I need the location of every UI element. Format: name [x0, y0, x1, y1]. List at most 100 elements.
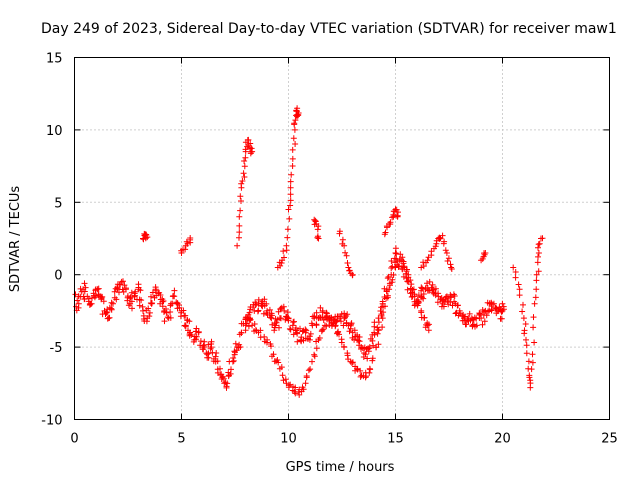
data-point — [255, 307, 262, 314]
data-point — [478, 315, 485, 322]
data-point — [74, 297, 81, 304]
data-point — [168, 300, 174, 307]
data-point — [176, 304, 183, 311]
data-point — [314, 234, 321, 241]
data-point — [408, 281, 415, 288]
data-point — [171, 287, 178, 294]
data-point — [290, 331, 297, 338]
data-point — [289, 322, 296, 329]
data-point — [292, 384, 299, 391]
data-point — [447, 261, 454, 268]
data-point — [106, 314, 113, 321]
data-point — [313, 309, 320, 316]
data-point — [136, 302, 143, 309]
data-point — [363, 373, 370, 380]
data-point — [140, 307, 146, 314]
data-point — [292, 141, 299, 147]
data-point — [516, 286, 523, 293]
data-point — [193, 336, 199, 343]
data-point — [305, 367, 312, 374]
data-point — [356, 334, 363, 340]
data-point — [85, 295, 92, 302]
data-point — [522, 321, 529, 327]
data-point — [88, 300, 95, 307]
data-point — [277, 305, 284, 312]
data-point — [72, 291, 79, 298]
data-point — [354, 366, 361, 373]
data-point — [99, 293, 106, 300]
data-point — [349, 359, 356, 366]
data-point — [290, 135, 297, 142]
data-point — [530, 324, 537, 331]
data-point — [81, 288, 88, 295]
data-point — [261, 302, 268, 309]
data-point — [246, 309, 253, 316]
data-point — [531, 300, 538, 307]
data-point — [214, 358, 221, 365]
data-point — [249, 322, 256, 329]
data-point — [287, 191, 294, 198]
data-point — [354, 365, 360, 372]
y-tick-label: 10 — [46, 124, 63, 139]
data-point — [328, 315, 335, 322]
data-point — [444, 258, 451, 264]
data-point — [420, 291, 427, 297]
data-point — [217, 365, 223, 372]
data-point — [127, 294, 134, 301]
data-point — [407, 277, 414, 284]
data-point — [289, 146, 296, 153]
data-point — [240, 170, 247, 177]
y-tick-label: 0 — [54, 269, 62, 284]
chart-title: Day 249 of 2023, Sidereal Day-to-day VTE… — [41, 21, 617, 37]
data-point — [272, 322, 279, 329]
data-point — [241, 158, 248, 164]
data-point — [100, 298, 107, 305]
data-point — [129, 305, 135, 312]
data-point — [242, 154, 249, 161]
data-point — [526, 374, 533, 381]
data-points — [72, 105, 546, 398]
data-point — [365, 345, 372, 352]
data-point — [425, 321, 432, 328]
data-point — [434, 299, 441, 306]
data-point — [405, 271, 412, 278]
data-point — [230, 357, 237, 364]
data-point — [98, 295, 105, 301]
data-point — [276, 324, 282, 331]
data-point — [302, 326, 309, 333]
data-point — [287, 202, 294, 209]
data-point — [81, 280, 88, 287]
data-point — [306, 333, 313, 340]
data-point — [330, 320, 337, 327]
data-point — [529, 359, 536, 366]
data-point — [260, 310, 267, 317]
data-point — [238, 329, 245, 336]
data-point — [529, 351, 536, 358]
data-point — [379, 324, 386, 331]
data-point — [336, 230, 343, 237]
data-point — [213, 350, 220, 356]
data-point — [286, 215, 293, 222]
data-point — [288, 171, 295, 178]
data-point — [183, 238, 190, 245]
data-point — [424, 280, 430, 287]
data-point — [441, 299, 448, 306]
data-point — [351, 327, 358, 334]
data-point — [193, 325, 200, 332]
data-point — [275, 359, 282, 366]
data-point — [535, 250, 542, 256]
data-point — [389, 276, 396, 283]
data-point — [523, 350, 530, 357]
data-point — [367, 366, 374, 373]
data-point — [536, 240, 543, 247]
data-point — [236, 213, 243, 220]
y-tick-label: -10 — [41, 414, 62, 429]
data-point — [440, 303, 447, 310]
data-point — [294, 105, 301, 112]
data-point — [296, 391, 303, 398]
data-point — [483, 312, 490, 319]
data-point — [419, 285, 426, 292]
data-point — [425, 327, 432, 334]
data-point — [463, 321, 470, 328]
data-point — [382, 303, 388, 310]
